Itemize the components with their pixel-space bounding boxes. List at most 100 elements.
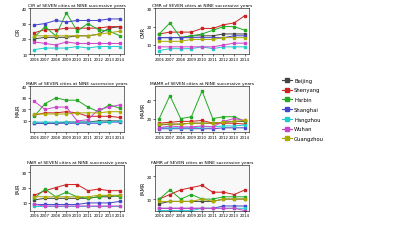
Beijing — [232, 33, 237, 36]
Guangzhou — [157, 41, 162, 44]
Shenyang — [118, 117, 122, 119]
Beijing — [242, 33, 247, 36]
Hangzhou — [107, 205, 112, 207]
Shenyang — [96, 188, 101, 191]
Hangzhou — [107, 121, 112, 124]
Beijing — [178, 37, 183, 40]
Hangzhou — [53, 121, 58, 124]
Hangzhou — [200, 207, 204, 210]
Shanghai — [96, 20, 101, 23]
Shenyang — [157, 198, 162, 201]
Wuhan — [86, 119, 90, 122]
Shanghai — [107, 202, 112, 204]
Beijing — [210, 200, 215, 203]
Hangzhou — [43, 47, 48, 50]
Hangzhou — [64, 121, 69, 124]
Wuhan — [210, 207, 215, 210]
Hangzhou — [64, 205, 69, 207]
Shanghai — [118, 200, 122, 203]
Shenyang — [43, 29, 48, 32]
Line: Shanghai: Shanghai — [158, 127, 246, 130]
Wuhan — [221, 120, 226, 123]
Shenyang — [32, 194, 37, 197]
Guangzhou — [43, 196, 48, 198]
Wuhan — [178, 46, 183, 49]
Harbin — [32, 115, 37, 118]
Hangzhou — [210, 207, 215, 210]
Hangzhou — [189, 48, 194, 51]
Hangzhou — [107, 46, 112, 49]
Shenyang — [200, 184, 204, 187]
Beijing — [32, 199, 37, 201]
Shenyang — [178, 120, 183, 123]
Harbin — [210, 30, 215, 33]
Hangzhou — [221, 125, 226, 128]
Shanghai — [86, 122, 90, 125]
Hangzhou — [96, 46, 101, 49]
Shanghai — [221, 37, 226, 40]
Shanghai — [43, 122, 48, 125]
Shanghai — [232, 127, 237, 130]
Guangzhou — [32, 196, 37, 198]
Y-axis label: FAIR: FAIR — [16, 183, 20, 193]
Wuhan — [189, 207, 194, 210]
Guangzhou — [86, 35, 90, 38]
Harbin — [53, 35, 58, 38]
Wuhan — [43, 205, 48, 207]
Guangzhou — [107, 32, 112, 35]
Beijing — [64, 197, 69, 200]
Wuhan — [53, 106, 58, 109]
Guangzhou — [118, 111, 122, 114]
Harbin — [118, 196, 122, 198]
Beijing — [64, 37, 69, 40]
Guangzhou — [118, 31, 122, 33]
Beijing — [107, 120, 112, 123]
Shenyang — [107, 189, 112, 192]
Y-axis label: CMR: CMR — [140, 27, 146, 38]
Shenyang — [86, 28, 90, 30]
Guangzhou — [75, 196, 80, 198]
Hangzhou — [232, 125, 237, 128]
Shanghai — [53, 122, 58, 125]
Wuhan — [200, 125, 204, 128]
Hangzhou — [96, 121, 101, 124]
Hangzhou — [75, 205, 80, 207]
Guangzhou — [157, 123, 162, 126]
Line: Hangzhou: Hangzhou — [158, 207, 246, 212]
Shanghai — [157, 37, 162, 40]
Shanghai — [75, 203, 80, 206]
Shenyang — [200, 28, 204, 31]
Line: Shenyang: Shenyang — [158, 15, 246, 36]
Beijing — [232, 198, 237, 201]
Beijing — [43, 37, 48, 40]
Shanghai — [232, 35, 237, 38]
Beijing — [96, 120, 101, 123]
Harbin — [96, 196, 101, 198]
Wuhan — [32, 101, 37, 103]
Shanghai — [189, 128, 194, 131]
Beijing — [200, 35, 204, 38]
Line: Wuhan: Wuhan — [158, 207, 246, 212]
Shenyang — [210, 28, 215, 31]
Line: Wuhan: Wuhan — [158, 118, 246, 129]
Title: MAMR of SEVEN cities at NINE successive years: MAMR of SEVEN cities at NINE successive … — [150, 82, 254, 86]
Hangzhou — [242, 207, 247, 210]
Beijing — [157, 124, 162, 127]
Line: Wuhan: Wuhan — [158, 43, 246, 49]
Shenyang — [189, 32, 194, 34]
Shenyang — [178, 32, 183, 34]
Shanghai — [32, 122, 37, 125]
Shanghai — [242, 35, 247, 38]
Guangzhou — [96, 112, 101, 115]
Beijing — [86, 197, 90, 200]
Shenyang — [53, 29, 58, 32]
Harbin — [168, 22, 172, 25]
Line: Harbin: Harbin — [33, 188, 121, 199]
Harbin — [107, 194, 112, 197]
Wuhan — [96, 43, 101, 46]
Beijing — [43, 197, 48, 200]
Harbin — [232, 26, 237, 29]
Line: Shenyang: Shenyang — [158, 120, 246, 126]
Shenyang — [64, 183, 69, 186]
Beijing — [189, 122, 194, 125]
